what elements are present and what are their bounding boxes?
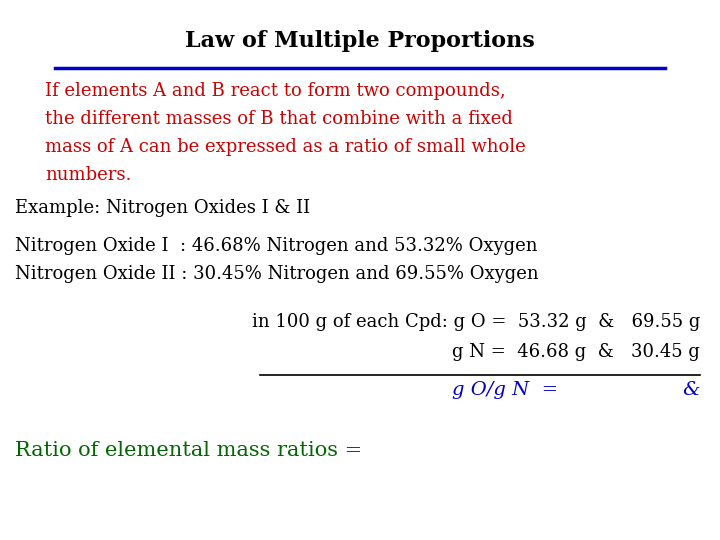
Text: Ratio of elemental mass ratios =: Ratio of elemental mass ratios = <box>15 441 362 460</box>
Text: If elements A and B react to form two compounds,: If elements A and B react to form two co… <box>45 82 505 100</box>
Text: Nitrogen Oxide II : 30.45% Nitrogen and 69.55% Oxygen: Nitrogen Oxide II : 30.45% Nitrogen and … <box>15 265 539 283</box>
Text: in 100 g of each Cpd: g O =  53.32 g  &   69.55 g: in 100 g of each Cpd: g O = 53.32 g & 69… <box>251 313 700 331</box>
Text: g O/g N  =                    &: g O/g N = & <box>451 381 700 399</box>
Text: mass of A can be expressed as a ratio of small whole: mass of A can be expressed as a ratio of… <box>45 138 526 156</box>
Text: the different masses of B that combine with a fixed: the different masses of B that combine w… <box>45 110 513 128</box>
Text: Law of Multiple Proportions: Law of Multiple Proportions <box>185 30 535 52</box>
Text: numbers.: numbers. <box>45 166 131 184</box>
Text: g N =  46.68 g  &   30.45 g: g N = 46.68 g & 30.45 g <box>452 343 700 361</box>
Text: Nitrogen Oxide I  : 46.68% Nitrogen and 53.32% Oxygen: Nitrogen Oxide I : 46.68% Nitrogen and 5… <box>15 237 538 255</box>
Text: Example: Nitrogen Oxides I & II: Example: Nitrogen Oxides I & II <box>15 199 310 217</box>
